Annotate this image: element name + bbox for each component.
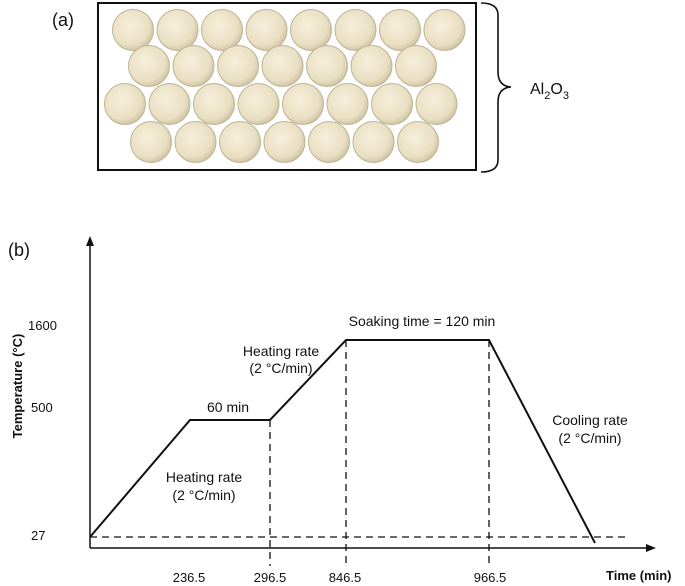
particle <box>128 45 170 87</box>
particle <box>379 9 421 51</box>
particle <box>261 45 304 87</box>
heating-2-line2: (2 °C/min) <box>249 360 312 376</box>
particle <box>263 121 306 163</box>
x-axis-arrow <box>646 544 656 552</box>
heating-1-line1: Heating rate <box>166 469 242 485</box>
particle <box>306 45 348 87</box>
particle <box>172 45 215 87</box>
panel-a-label: (a) <box>52 10 74 30</box>
particle <box>219 121 261 163</box>
alumina-particles <box>104 9 466 163</box>
particle <box>290 9 332 51</box>
particle <box>130 121 172 163</box>
x-tick-966-5: 966.5 <box>474 570 507 585</box>
cooling-line1: Cooling rate <box>552 412 628 428</box>
particle <box>237 83 280 125</box>
particle <box>423 9 466 51</box>
particle <box>371 83 413 125</box>
particle <box>148 83 191 125</box>
particle <box>350 45 393 87</box>
particle <box>156 9 199 51</box>
y-tick-500: 500 <box>31 400 53 415</box>
particle <box>112 9 154 51</box>
x-tick-236-5: 236.5 <box>173 570 206 585</box>
particle <box>245 9 288 51</box>
cooling-line2: (2 °C/min) <box>558 430 621 446</box>
x-axis-label: Time (min) <box>606 568 672 583</box>
x-tick-846-5: 846.5 <box>329 570 362 585</box>
soaking-label: Soaking time = 120 min <box>349 313 496 329</box>
particle <box>174 121 217 163</box>
heating-2-line1: Heating rate <box>243 343 319 359</box>
particle <box>308 121 350 163</box>
y-tick-1600: 1600 <box>28 318 57 333</box>
y-axis-label: Temperature (°C) <box>10 334 25 439</box>
heating-1-line2: (2 °C/min) <box>172 487 235 503</box>
temperature-profile <box>89 339 596 544</box>
particle <box>395 45 437 87</box>
particle <box>334 9 377 51</box>
particle <box>201 9 243 51</box>
y-tick-27: 27 <box>31 528 45 543</box>
curly-brace <box>480 2 512 173</box>
particle <box>104 83 146 125</box>
particle <box>193 83 235 125</box>
particle <box>326 83 369 125</box>
particle <box>217 45 259 87</box>
panel-b-label: (b) <box>8 240 30 260</box>
x-tick-296-5: 296.5 <box>254 570 287 585</box>
particle <box>397 121 439 163</box>
material-label: Al2O3 <box>530 81 569 102</box>
hold-1-label: 60 min <box>207 399 249 415</box>
particle <box>352 121 395 163</box>
particle <box>415 83 458 125</box>
y-axis-arrow <box>86 236 94 246</box>
particle <box>282 83 324 125</box>
